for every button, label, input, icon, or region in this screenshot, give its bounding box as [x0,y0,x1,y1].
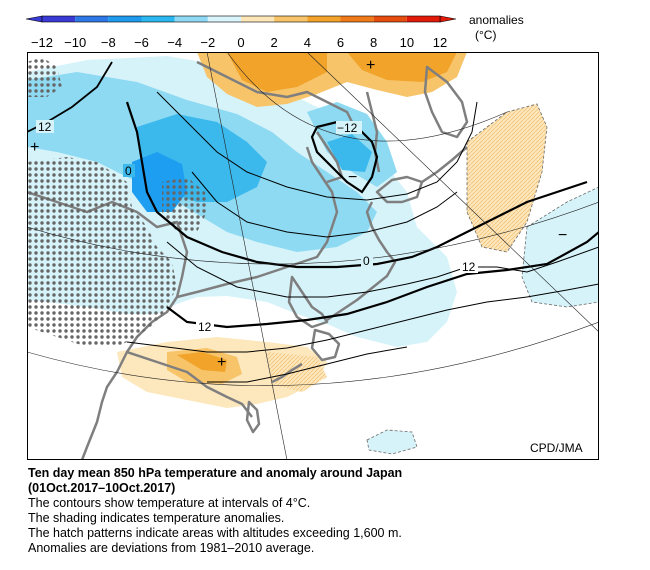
figure-caption: Ten day mean 850 hPa temperature and ano… [28,466,628,556]
colorbar-cells [25,15,457,23]
colorbar-unit-label: anomalies [469,13,524,27]
colorbar-ticks: −12 −10 −8 −6 −4 −2 0 2 4 6 8 10 12 [31,35,447,50]
colorbar-arrow-high [439,15,457,23]
contour-8 [166,241,599,298]
contour-labels: 12 0 −12 0 12 12 [36,120,478,334]
colorbar-tick-label: 10 [400,35,414,50]
altitude-hatch [27,57,207,347]
caption-line-normal: Anomalies are deviations from 1981–2010 … [28,541,315,555]
contour-4-a [156,91,478,201]
graticule-lat-1 [27,201,599,265]
cold-center-marker-north: − [348,169,357,186]
map-credit: CPD/JMA [530,441,583,455]
colorbar-tick-label: −2 [200,35,215,50]
colorbar-cell [42,16,76,22]
coast-okhotsk [315,131,344,184]
caption-line-contours: The contours show temperature at interva… [28,496,311,510]
colorbar-cell [307,16,341,22]
colorbar-tick-label: 6 [337,35,344,50]
contour-0-main [125,101,588,269]
colorbar-cell [340,16,374,22]
hatch-tibet [27,157,177,347]
graticule-lon-1 [306,52,599,333]
coast-north [196,60,359,133]
contour-label-12-west: 12 [38,120,52,134]
colorbar-tick-label: −8 [101,35,116,50]
warm-anomaly-north-strong-2 [347,52,457,82]
contour-label-12-east: 12 [462,260,476,274]
colorbar-cell [406,16,440,22]
map-panel: 12 0 −12 0 12 12 + + + − − CPD/JMA [27,52,599,460]
colorbar-tick-label: 2 [271,35,278,50]
coast-taiwan [245,400,261,434]
cold-center-marker-east: − [558,227,567,244]
hatch-north [27,57,62,97]
colorbar-arrow-low [25,15,43,23]
coast-kamchatka [423,65,469,139]
colorbar-tick-label: −12 [31,35,53,50]
coast-japan-main [326,201,397,322]
contour-16 [126,283,599,353]
colorbar-unit-sub: (°C) [475,28,497,42]
colorbar-tick-label: 0 [237,35,244,50]
colorbar-cell [373,16,407,22]
colorbar-cell [207,16,241,22]
coast-kuril [421,146,468,184]
caption-line-shading: The shading indicates temperature anomal… [28,511,285,525]
colorbar-tick-label: 4 [304,35,311,50]
temperature-contours [27,52,599,460]
contour-label-0-west: 0 [125,164,132,178]
caption-period: (01Oct.2017–10Oct.2017) [28,481,176,495]
graticule-arc [226,52,508,142]
caption-title: Ten day mean 850 hPa temperature and ano… [28,466,403,480]
coast-kyushu [310,328,341,362]
hatch-mongolia [162,177,207,232]
colorbar-tick-label: 12 [433,35,447,50]
caption-line-hatch: The hatch patterns indicate areas with a… [28,526,402,540]
colorbar-cell [174,16,208,22]
graticule-lat-2 [27,321,599,386]
colorbar-cell [141,16,175,22]
colorbar-cell [274,16,308,22]
colorbar-tick-label: −4 [167,35,182,50]
contour-label-neg12: −12 [337,121,358,135]
coast-china-south [126,350,253,418]
colorbar-tick-label: −6 [134,35,149,50]
graticule-lon-2 [206,52,288,460]
colorbar-tick-label: −10 [64,35,86,50]
map-frame [27,52,599,460]
colorbar-tick-label: 8 [370,35,377,50]
warm-center-marker-north: + [366,57,375,74]
anomaly-markers: + + + − − [30,57,567,371]
colorbar-cell [108,16,142,22]
contour-label-0-east: 0 [363,254,370,268]
warm-anomaly-east [466,103,548,253]
contour-4-b [191,171,458,238]
colorbar-cell [75,16,109,22]
warm-center-marker-south: + [217,354,226,371]
colorbar-frame [41,15,441,23]
warm-anomaly-south-strong [177,352,227,372]
cold-anomaly-small [366,429,418,455]
cold-center-marker-west: + [30,139,39,156]
coast-korea [176,146,339,299]
contour-label-12-south: 12 [198,320,212,334]
colorbar-cell [241,16,275,22]
anomaly-colorbar: −12 −10 −8 −6 −4 −2 0 2 4 6 8 10 12 [25,15,457,50]
contour-12-south [166,231,599,329]
contour-20 [207,346,408,383]
